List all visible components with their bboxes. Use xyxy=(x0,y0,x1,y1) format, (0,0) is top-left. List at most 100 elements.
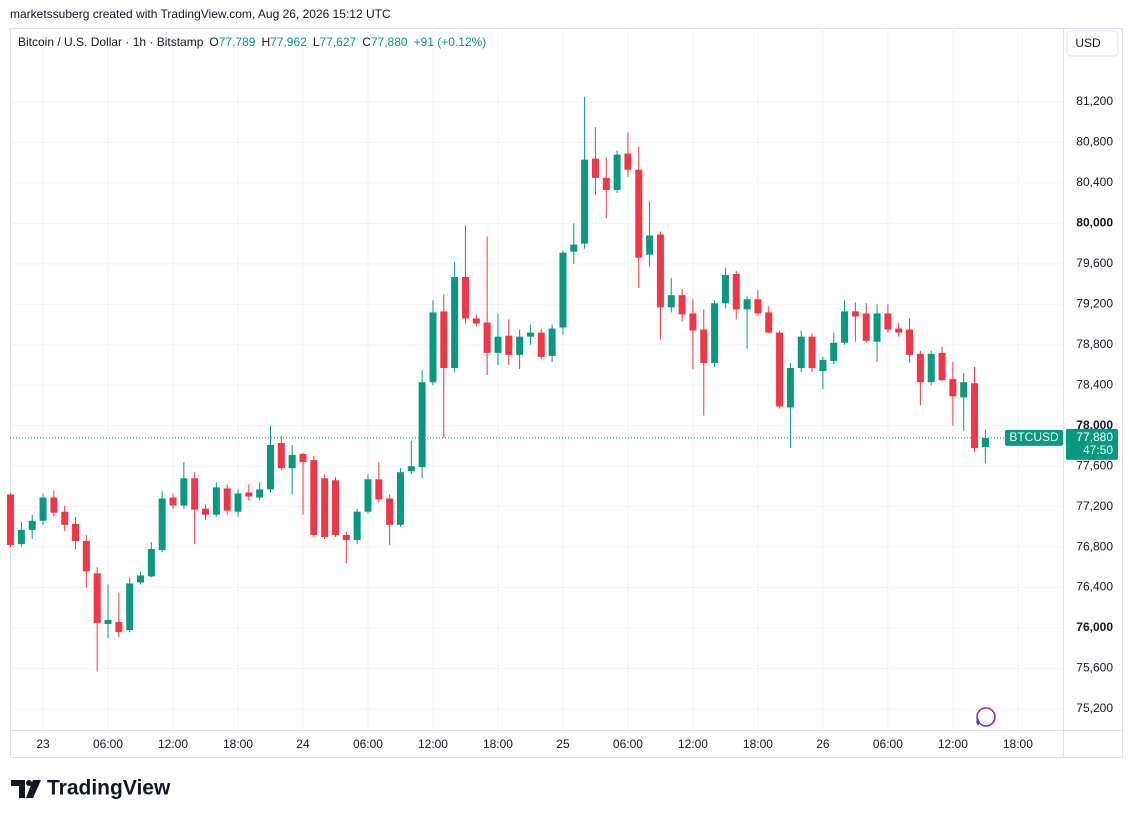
ohlc-key: H xyxy=(261,35,271,49)
candle-body xyxy=(277,442,285,469)
countdown-label: 47:50 xyxy=(1083,443,1113,457)
grid xyxy=(10,28,1063,730)
candle-body xyxy=(364,479,372,512)
candle-body xyxy=(331,480,339,535)
candle-body xyxy=(266,444,274,490)
x-tick-label: 18:00 xyxy=(223,737,253,751)
ohlc-item: O77,789 xyxy=(209,35,255,49)
y-tick-label: 78,400 xyxy=(1076,377,1113,391)
y-tick-label: 80,400 xyxy=(1076,175,1113,189)
candle-body xyxy=(570,244,578,252)
candle-body xyxy=(180,478,188,506)
y-tick-label: 77,200 xyxy=(1076,499,1113,513)
candle-body xyxy=(191,478,199,510)
y-tick-label: 75,200 xyxy=(1076,701,1113,715)
candle-body xyxy=(472,318,480,324)
candle-body xyxy=(841,311,849,343)
candle-body xyxy=(17,529,25,545)
currency-button[interactable] xyxy=(1066,30,1119,57)
x-tick-label: 06:00 xyxy=(613,737,643,751)
currency-label: USD xyxy=(1075,36,1101,50)
watermark: marketssuberg created with TradingView.c… xyxy=(10,7,391,21)
candle-body xyxy=(613,154,621,190)
candle-body xyxy=(494,336,502,353)
price-label: 77,880 xyxy=(1076,430,1113,444)
candle-body xyxy=(591,158,599,178)
ohlc-key: C xyxy=(362,35,371,49)
x-tick-label: 06:00 xyxy=(93,737,123,751)
candle-body xyxy=(234,493,242,512)
y-tick-label: 80,000 xyxy=(1076,216,1113,230)
x-tick-label: 26 xyxy=(816,737,830,751)
candle-body xyxy=(39,497,47,521)
candle-body xyxy=(93,573,101,623)
candle-body xyxy=(147,549,155,577)
candle-body xyxy=(418,382,426,468)
candle-body xyxy=(916,353,924,383)
candle-body xyxy=(624,153,632,170)
candle-body xyxy=(797,336,805,369)
y-tick-label: 81,200 xyxy=(1076,94,1113,108)
candle-body xyxy=(321,478,329,537)
candle-body xyxy=(602,177,610,190)
ohlc-value: 77,627 xyxy=(319,35,357,49)
candle-body xyxy=(862,313,870,341)
candle-body xyxy=(581,159,589,244)
footer-brand: TradingView xyxy=(47,777,171,800)
change: +91 (+0.12%) xyxy=(413,35,487,49)
sparkle-icon xyxy=(976,707,996,727)
candle-body xyxy=(765,312,773,333)
y-tick-label: 79,600 xyxy=(1076,256,1113,270)
ohlc-item: H77,962 xyxy=(261,35,306,49)
candle-body xyxy=(526,332,534,337)
candle-body xyxy=(288,455,296,469)
candle-body xyxy=(461,276,469,319)
candle-body xyxy=(537,332,545,357)
symbol-label: BTCUSD xyxy=(1009,430,1059,444)
candle-body xyxy=(61,511,69,525)
candle-body xyxy=(137,575,145,583)
candle-body xyxy=(884,313,892,330)
candle-body xyxy=(895,328,903,333)
candle-body xyxy=(353,511,361,541)
candle-body xyxy=(689,313,697,331)
candle-body xyxy=(830,342,838,361)
candle-body xyxy=(732,273,740,310)
candle-body xyxy=(808,336,816,369)
candle-body xyxy=(483,322,491,353)
y-tick-label: 78,800 xyxy=(1076,337,1113,351)
candle-body xyxy=(396,472,404,525)
price-badge xyxy=(1066,428,1118,460)
y-tick-label: 78,000 xyxy=(1076,418,1113,432)
y-tick-label: 75,600 xyxy=(1076,661,1113,675)
ohlc-item: L77,627 xyxy=(313,35,356,49)
logo-icon xyxy=(11,780,41,798)
legend: Bitcoin / U.S. Dollar · 1h · Bitstamp O7… xyxy=(18,35,486,49)
x-tick-label: 12:00 xyxy=(678,737,708,751)
candle-body xyxy=(559,252,567,328)
x-tick-label: 06:00 xyxy=(353,737,383,751)
candle-body xyxy=(971,383,979,448)
x-tick-label: 24 xyxy=(296,737,310,751)
candle-body xyxy=(776,332,784,407)
candle-body xyxy=(50,497,58,513)
candle-body xyxy=(115,621,123,633)
candle-body xyxy=(158,498,166,551)
candle-body xyxy=(299,454,307,463)
candle-body xyxy=(743,299,751,310)
candle-body xyxy=(700,329,708,363)
candle-body xyxy=(927,353,935,383)
candle-body xyxy=(754,299,762,314)
candle-body xyxy=(375,479,383,500)
ohlc-value: 77,880 xyxy=(370,35,408,49)
x-tick-label: 12:00 xyxy=(158,737,188,751)
candle-body xyxy=(505,335,513,355)
symbol-badge xyxy=(1005,429,1063,446)
y-tick-label: 80,800 xyxy=(1076,135,1113,149)
candle-body xyxy=(646,235,654,255)
candle-body xyxy=(819,359,827,372)
candle-body xyxy=(786,368,794,408)
x-tick-label: 18:00 xyxy=(483,737,513,751)
candle-body xyxy=(223,488,231,511)
